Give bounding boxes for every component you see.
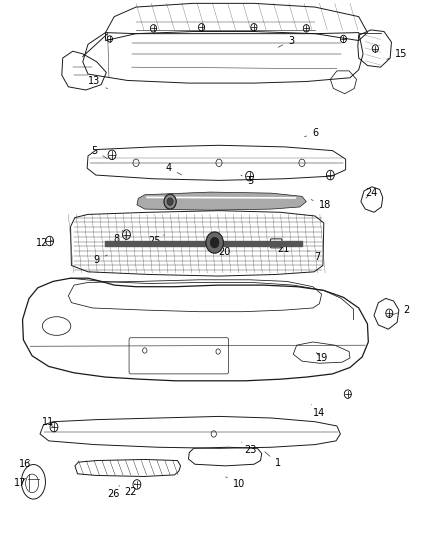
- Circle shape: [164, 194, 176, 209]
- Text: 7: 7: [309, 251, 320, 262]
- Text: 15: 15: [387, 49, 408, 59]
- Circle shape: [210, 237, 219, 248]
- Text: 26: 26: [107, 486, 120, 499]
- Text: 19: 19: [315, 352, 328, 363]
- Text: 13: 13: [88, 77, 107, 88]
- Text: 24: 24: [365, 188, 377, 198]
- Circle shape: [167, 198, 173, 205]
- Text: 9: 9: [94, 255, 107, 265]
- Text: 11: 11: [42, 417, 54, 427]
- Text: 17: 17: [14, 479, 27, 488]
- Text: 22: 22: [124, 483, 137, 497]
- Text: 5: 5: [241, 175, 254, 187]
- Text: 2: 2: [388, 305, 410, 316]
- Text: 5: 5: [92, 146, 107, 159]
- Text: 21: 21: [277, 244, 290, 254]
- Text: 4: 4: [166, 163, 182, 175]
- Text: 12: 12: [36, 238, 53, 247]
- Text: 18: 18: [311, 199, 331, 211]
- Text: 10: 10: [226, 477, 245, 489]
- Text: 14: 14: [311, 405, 325, 418]
- Text: 6: 6: [304, 127, 318, 138]
- Text: 16: 16: [18, 459, 31, 469]
- Text: 3: 3: [278, 36, 294, 47]
- Text: 8: 8: [113, 230, 123, 244]
- Polygon shape: [137, 192, 306, 210]
- Text: 23: 23: [242, 442, 257, 455]
- Text: 1: 1: [265, 452, 281, 468]
- Circle shape: [206, 232, 223, 253]
- Text: 25: 25: [148, 235, 164, 246]
- Text: 20: 20: [215, 243, 230, 256]
